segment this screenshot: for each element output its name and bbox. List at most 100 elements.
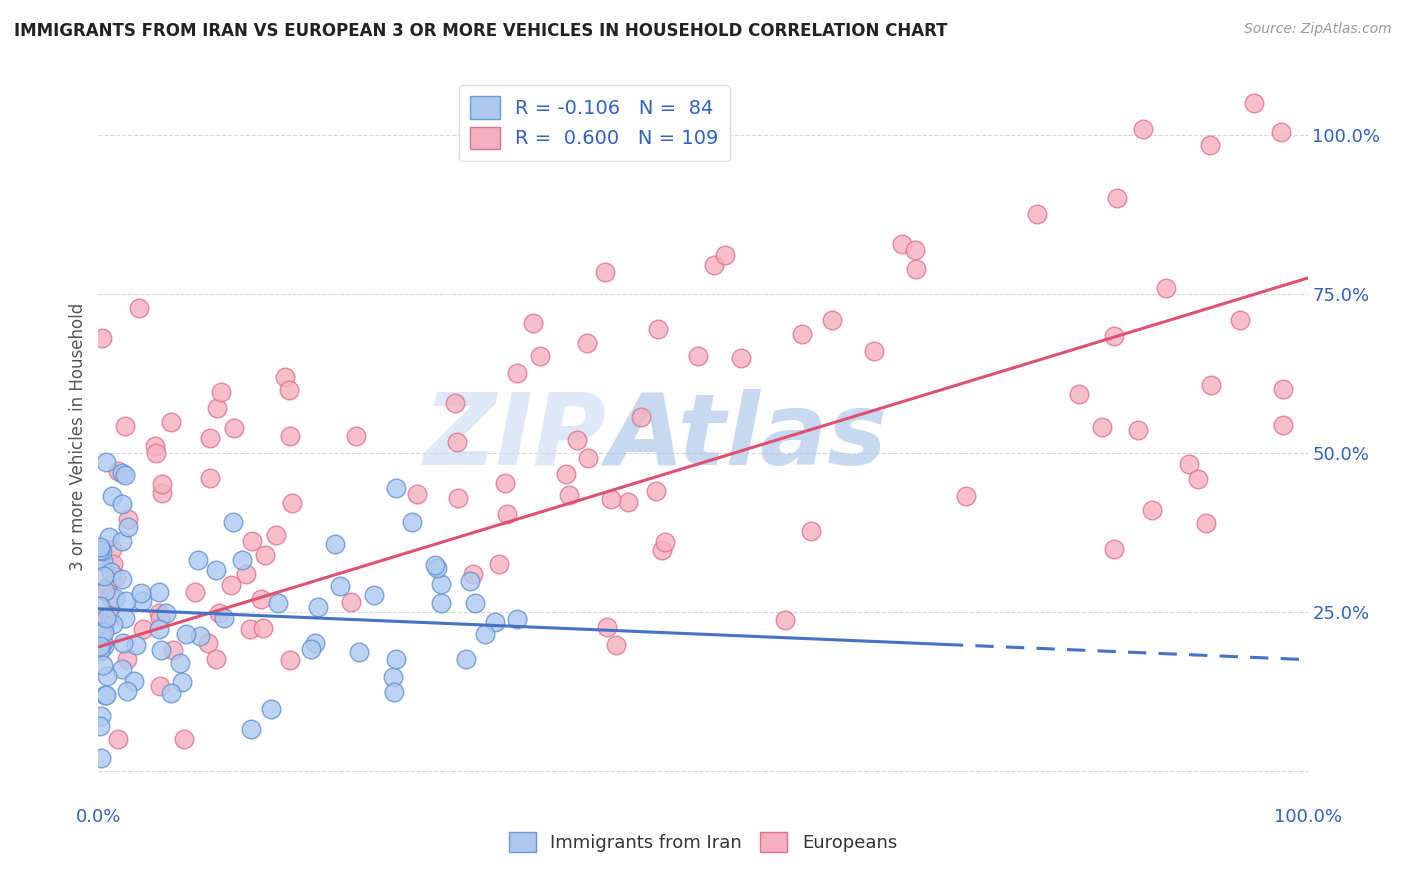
Point [385, 481, 408, 495]
Point [231, 553, 253, 567]
Point [1132, 121, 1154, 136]
Point [645, 484, 668, 499]
Point [91, 657, 114, 672]
Point [1229, 313, 1251, 327]
Point [267, 597, 290, 611]
Point [506, 366, 529, 380]
Point [593, 265, 616, 279]
Point [654, 534, 676, 549]
Point [647, 322, 669, 336]
Point [114, 611, 136, 625]
Point [131, 593, 153, 607]
Point [264, 527, 287, 541]
Point [115, 594, 138, 608]
Point [198, 471, 221, 485]
Point [363, 588, 385, 602]
Point [447, 491, 470, 505]
Point [100, 566, 122, 580]
Point [89, 642, 111, 657]
Point [91, 624, 114, 639]
Point [567, 433, 589, 447]
Point [1271, 417, 1294, 432]
Point [145, 446, 167, 460]
Point [197, 636, 219, 650]
Point [281, 496, 304, 510]
Point [128, 301, 150, 315]
Point [1199, 137, 1222, 152]
Point [605, 638, 627, 652]
Point [145, 439, 167, 453]
Point [198, 431, 221, 445]
Point [1195, 516, 1218, 530]
Point [89, 644, 111, 658]
Point [187, 553, 209, 567]
Point [94, 611, 117, 625]
Point [174, 626, 197, 640]
Point [406, 486, 429, 500]
Point [484, 615, 506, 629]
Point [304, 636, 326, 650]
Point [596, 620, 619, 634]
Point [222, 421, 245, 435]
Point [249, 591, 271, 606]
Point [94, 455, 117, 469]
Point [278, 429, 301, 443]
Point [1270, 125, 1292, 139]
Point [107, 464, 129, 478]
Point [105, 570, 128, 584]
Point [90, 709, 112, 723]
Point [464, 596, 486, 610]
Point [259, 702, 281, 716]
Point [160, 686, 183, 700]
Point [600, 492, 623, 507]
Point [219, 578, 242, 592]
Point [630, 410, 652, 425]
Point [94, 617, 117, 632]
Text: IMMIGRANTS FROM IRAN VS EUROPEAN 3 OR MORE VEHICLES IN HOUSEHOLD CORRELATION CHA: IMMIGRANTS FROM IRAN VS EUROPEAN 3 OR MO… [14, 22, 948, 40]
Point [111, 498, 134, 512]
Point [93, 625, 115, 640]
Point [329, 579, 352, 593]
Point [114, 418, 136, 433]
Point [430, 577, 453, 591]
Point [209, 385, 232, 400]
Point [169, 656, 191, 670]
Point [150, 643, 173, 657]
Point [1156, 281, 1178, 295]
Point [222, 515, 245, 529]
Point [89, 554, 111, 568]
Point [94, 584, 117, 599]
Point [89, 599, 111, 614]
Point [100, 489, 122, 503]
Point [150, 477, 173, 491]
Point [1104, 329, 1126, 343]
Point [280, 653, 302, 667]
Point [149, 679, 172, 693]
Point [1140, 503, 1163, 517]
Point [790, 327, 813, 342]
Point [117, 683, 139, 698]
Point [89, 625, 111, 640]
Text: ZIP: ZIP [423, 389, 606, 485]
Point [205, 652, 228, 666]
Point [323, 536, 346, 550]
Point [91, 554, 114, 568]
Point [463, 566, 485, 581]
Point [800, 524, 823, 538]
Point [103, 558, 125, 572]
Point [344, 428, 367, 442]
Point [205, 563, 228, 577]
Point [340, 595, 363, 609]
Point [576, 451, 599, 466]
Point [207, 607, 229, 621]
Point [686, 349, 709, 363]
Point [212, 611, 235, 625]
Point [107, 732, 129, 747]
Point [494, 475, 516, 490]
Point [240, 722, 263, 736]
Point [112, 636, 135, 650]
Point [252, 621, 274, 635]
Point [111, 662, 134, 676]
Point [713, 248, 735, 262]
Point [430, 595, 453, 609]
